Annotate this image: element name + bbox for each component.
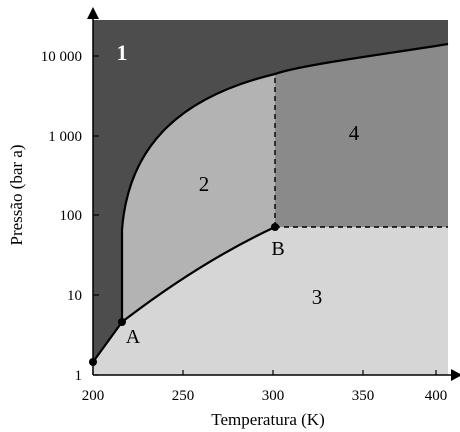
x-tick-label: 200 xyxy=(82,388,105,404)
y-tick-label: 1 000 xyxy=(48,129,82,145)
y-tick-label: 10 xyxy=(67,288,82,304)
y-tick-label: 100 xyxy=(60,208,83,224)
y-axis-title: Pressão (bar a) xyxy=(7,144,26,245)
x-tick-label: 250 xyxy=(172,388,195,404)
x-tick-label: 300 xyxy=(262,388,285,404)
region-3-label: 3 xyxy=(312,285,323,309)
region-2-area xyxy=(122,74,275,322)
fusion-curve xyxy=(120,42,449,322)
point-a-label: A xyxy=(126,326,141,348)
x-tick-label: 350 xyxy=(352,388,375,404)
x-axis-title: Temperatura (K) xyxy=(211,410,325,429)
y-tick-label: 1 xyxy=(75,368,83,384)
y-ticks xyxy=(93,55,99,376)
point-a-dot xyxy=(118,318,126,326)
region-3-area xyxy=(93,227,448,375)
sublimation-curve xyxy=(92,321,123,363)
point-origin-dot xyxy=(89,358,97,366)
point-b-label: B xyxy=(271,238,284,260)
region-4-label: 4 xyxy=(349,121,360,145)
region-4-area xyxy=(275,44,448,227)
region-1-area xyxy=(93,20,448,362)
region-1-label: 1 xyxy=(117,40,128,65)
point-b-dot xyxy=(271,223,279,231)
region-2-label: 2 xyxy=(199,172,210,196)
x-ticks xyxy=(92,370,437,375)
vaporization-curve xyxy=(121,226,276,323)
x-tick-label: 400 xyxy=(425,388,448,404)
x-axis-arrow xyxy=(451,369,460,381)
y-tick-label: 10 000 xyxy=(41,49,82,65)
y-axis-arrow xyxy=(87,7,99,19)
